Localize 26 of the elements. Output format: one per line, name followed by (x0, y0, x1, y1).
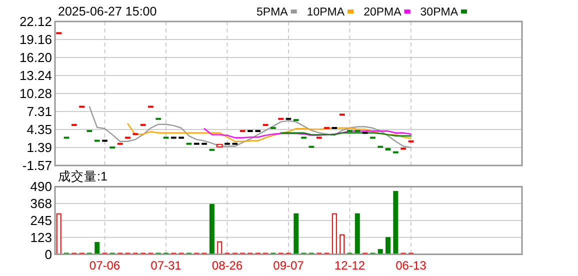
x-tick-label: 07-06 (89, 258, 120, 272)
y-tick-label: 1.39 (26, 140, 52, 156)
x-tick-label: 06-13 (396, 258, 427, 272)
y-tick-label: 4.35 (26, 122, 52, 138)
y-tick-label: -1.57 (22, 158, 52, 173)
y-tick-label: 123 (30, 230, 52, 245)
x-tick-label: 12-12 (334, 258, 366, 272)
x-tick-label: 07-31 (150, 258, 182, 272)
x-tick-label: 09-07 (273, 258, 304, 272)
y-tick-label: 22.12 (19, 14, 52, 29)
y-tick-label: 368 (30, 196, 52, 212)
y-tick-label: 7.31 (26, 104, 52, 120)
y-tick-label: 10.28 (19, 86, 52, 101)
legend-label: 10PMA (306, 6, 345, 18)
legend-label: 20PMA (364, 6, 402, 18)
x-tick-label: 08-26 (212, 258, 243, 272)
chart-title: 成交量:1 (58, 168, 108, 184)
y-tick-label: 490 (30, 179, 52, 194)
legend-label: 30PMA (420, 6, 458, 18)
legend-label: 5PMA (256, 6, 288, 18)
y-tick-label: 245 (30, 213, 52, 228)
y-tick-label: 19.16 (19, 32, 52, 47)
y-tick-label: 0 (44, 246, 52, 262)
chart-title: 2025-06-27 15:00 (58, 4, 157, 18)
y-tick-label: 16.20 (19, 50, 52, 65)
y-tick-label: 13.24 (19, 68, 52, 83)
